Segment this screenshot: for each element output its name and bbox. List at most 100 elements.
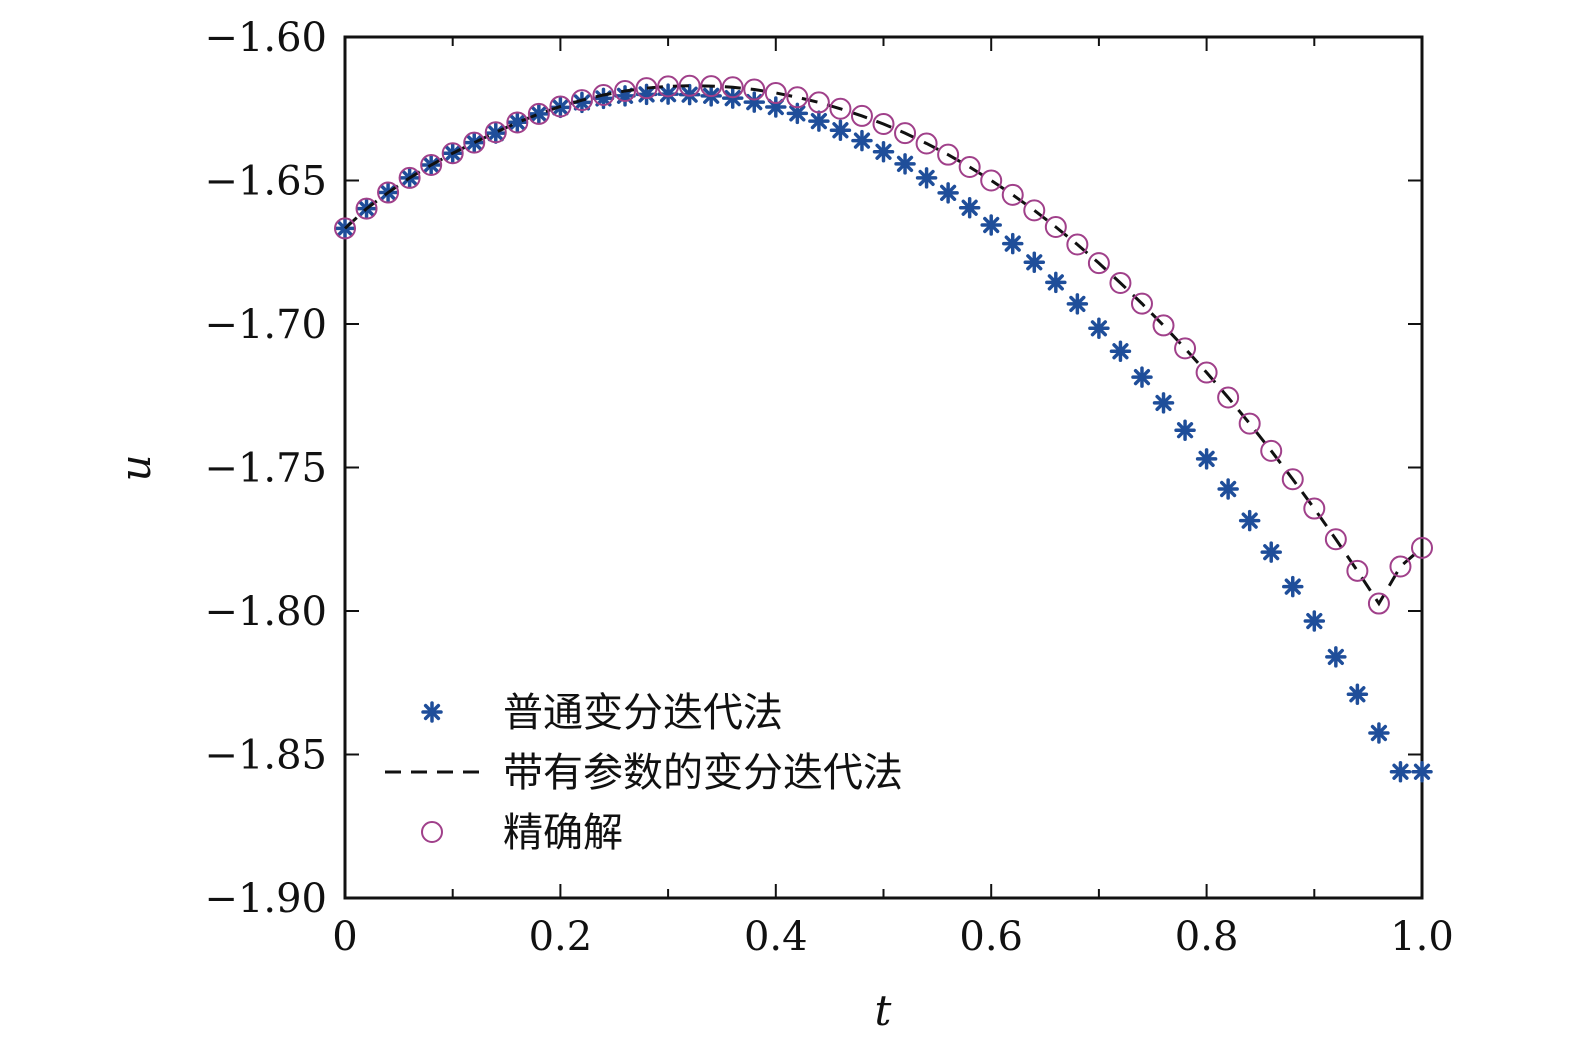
legend-label: 带有参数的变分迭代法 — [503, 750, 903, 796]
series-2 — [334, 74, 1433, 615]
x-tick-label: 0.4 — [744, 914, 808, 960]
data-point-asterisk — [808, 110, 830, 132]
data-point-circle — [1152, 314, 1175, 337]
data-point-circle — [915, 132, 938, 155]
data-point-circle — [807, 91, 830, 114]
data-point-asterisk — [743, 91, 766, 113]
data-point-circle — [1303, 497, 1326, 520]
data-point-circle — [1066, 233, 1089, 256]
data-point-asterisk — [1282, 575, 1304, 598]
data-point-circle — [614, 79, 637, 102]
y-tick-label: −1.75 — [204, 446, 327, 492]
y-tick-label: −1.60 — [204, 15, 327, 61]
y-tick-label: −1.70 — [204, 302, 327, 348]
series-0 — [334, 83, 1433, 783]
data-point-circle — [1238, 412, 1261, 435]
data-point-circle — [506, 111, 529, 134]
data-point-circle — [1346, 559, 1369, 582]
data-point-circle — [721, 76, 744, 99]
data-point-asterisk — [1346, 683, 1369, 705]
data-point-circle — [527, 102, 550, 125]
data-point-circle — [1087, 252, 1110, 275]
data-point-asterisk — [1131, 366, 1153, 388]
data-point-asterisk — [1088, 317, 1110, 340]
x-tick-label: 0.2 — [529, 914, 593, 960]
data-point-asterisk — [958, 197, 981, 219]
data-point-circle — [441, 142, 464, 165]
data-point-circle — [1023, 199, 1046, 222]
axis-ticks: 0 0.2 0.4 0.6 0.8 1.0 −1.60 −1.65 −1.70 −1.75 −1.8… — [204, 15, 1453, 960]
data-point-asterisk — [937, 182, 959, 204]
y-axis-label: u — [111, 454, 160, 481]
data-point-circle — [398, 166, 421, 189]
y-tick-label: −1.90 — [204, 876, 327, 922]
data-point-asterisk — [1325, 646, 1347, 668]
x-tick-label: 0 — [332, 914, 357, 960]
data-point-circle — [980, 169, 1003, 192]
data-point-circle — [700, 75, 723, 98]
legend-symbol-circle — [421, 821, 443, 843]
data-point-circle — [1324, 528, 1347, 551]
data-point-asterisk — [528, 103, 550, 125]
data-point-asterisk — [1066, 293, 1089, 315]
data-point-circle — [334, 217, 356, 240]
x-tick-label: 0.8 — [1175, 914, 1239, 960]
data-point-circle — [678, 74, 701, 97]
data-point-asterisk — [1109, 340, 1132, 363]
data-point-circle — [355, 197, 378, 220]
series-1 — [343, 84, 1423, 607]
y-tick-label: −1.80 — [204, 589, 327, 635]
data-point-circle — [1044, 215, 1067, 238]
data-point-asterisk — [571, 91, 593, 114]
data-point-circle — [420, 154, 443, 177]
data-point-circle — [743, 78, 766, 101]
legend-label: 普通变分迭代法 — [503, 690, 783, 736]
legend-label: 精确解 — [503, 810, 623, 856]
data-point-asterisk — [1045, 271, 1067, 294]
data-point-circle — [937, 143, 960, 166]
data-point-asterisk — [1368, 722, 1390, 744]
data-point-circle — [592, 83, 615, 106]
legend-symbol-asterisk — [421, 701, 443, 723]
data-point-asterisk — [1238, 509, 1261, 532]
data-point-asterisk — [1411, 760, 1433, 783]
data-point-circle — [1389, 555, 1412, 578]
data-point-circle — [872, 112, 895, 135]
data-point-asterisk — [1152, 392, 1175, 414]
data-point-asterisk — [980, 214, 1002, 236]
data-point-circle — [1260, 439, 1283, 462]
series-layer — [334, 74, 1433, 783]
data-point-asterisk — [1195, 448, 1218, 470]
data-point-asterisk — [463, 131, 485, 154]
data-point-circle — [829, 97, 852, 120]
data-point-circle — [1367, 592, 1390, 615]
data-point-circle — [484, 121, 507, 144]
data-point-circle — [894, 122, 917, 145]
data-point-circle — [549, 95, 572, 118]
data-point-circle — [1195, 361, 1218, 384]
data-point-circle — [1411, 536, 1433, 559]
data-point-circle — [570, 89, 593, 112]
data-point-circle — [1281, 468, 1304, 491]
data-point-asterisk — [1023, 251, 1046, 274]
data-point-asterisk — [872, 141, 895, 163]
data-point-asterisk — [1001, 232, 1024, 255]
data-point-circle — [463, 131, 486, 154]
data-point-asterisk — [1174, 419, 1196, 441]
data-point-circle — [635, 77, 658, 100]
x-tick-label: 0.6 — [959, 914, 1023, 960]
y-tick-label: −1.65 — [204, 159, 327, 205]
data-point-asterisk — [1303, 610, 1326, 632]
data-point-circle — [764, 81, 787, 104]
data-point-circle — [786, 86, 809, 109]
data-point-circle — [1130, 292, 1153, 315]
data-point-asterisk — [635, 83, 658, 106]
data-point-circle — [1174, 337, 1197, 360]
data-point-circle — [958, 156, 981, 179]
data-point-circle — [1217, 386, 1240, 409]
data-point-circle — [377, 181, 400, 204]
data-point-circle — [850, 104, 873, 127]
